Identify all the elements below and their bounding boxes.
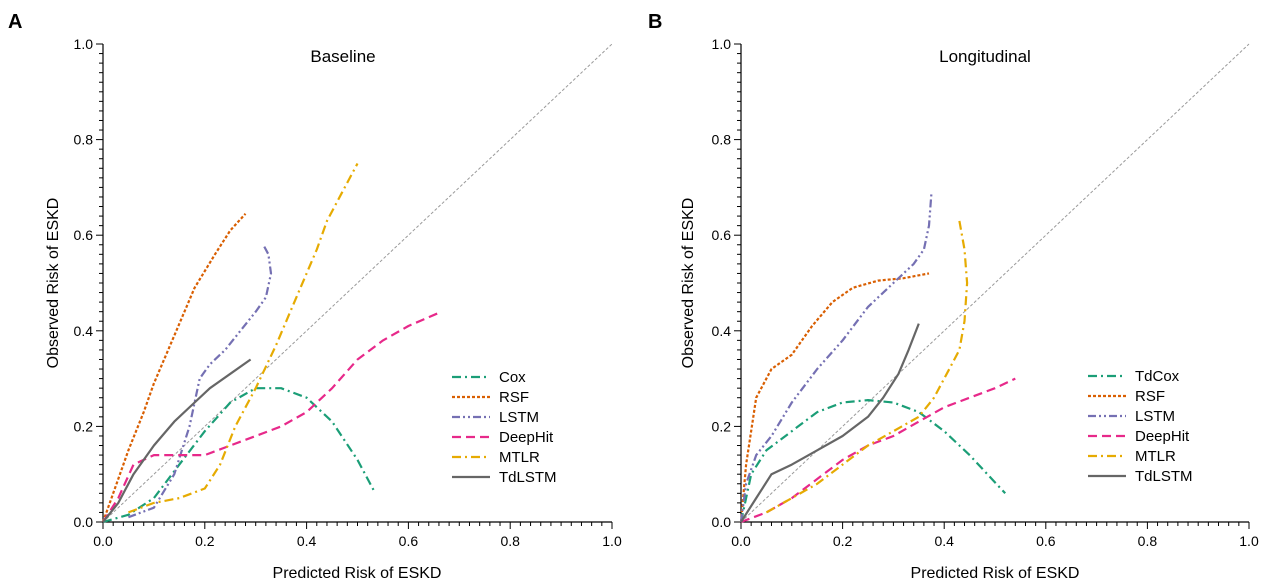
panel-b-legend-label-deephit: DeepHit [1135,428,1190,445]
panel-a-legend-label-tdlstm: TdLSTM [499,469,557,486]
panel-b-series-tdlstm [740,323,920,523]
panel-b-series-mtlr [765,220,969,514]
panel-b-x-tick-label: 0.0 [731,533,751,549]
panel-a-title: Baseline [310,47,375,66]
panel-b-y-tick-label: 0.6 [712,227,732,243]
panel-b-legend-label-lstm: LSTM [1135,408,1175,425]
panel-b-y-tick-label: 1.0 [712,36,732,52]
panel-b-x-tick-label: 0.4 [934,533,954,549]
panel-a-x-tick-label: 0.4 [297,533,317,549]
panel-a-x-tick-label: 0.0 [93,533,113,549]
panel-a-y-tick-label: 1.0 [74,36,94,52]
panel-b-diagonal-reference-line [740,43,1250,523]
panel-b-x-tick-label: 0.8 [1138,533,1158,549]
panel-a-diagonal-reference-line [102,43,613,523]
panel-b-legend-label-mtlr: MTLR [1135,448,1176,465]
panel-b-y-tick-label: 0.8 [712,132,732,148]
panel-b-y-tick-label: 0.4 [712,323,732,339]
panel-a-series-cox [102,387,377,524]
panel-a-letter: A [8,11,22,33]
panel-b-x-axis-label: Predicted Risk of ESKD [911,565,1080,582]
panel-a-legend-label-rsf: RSF [499,389,529,406]
panel-a-legend-label-deephit: DeepHit [499,429,554,446]
panel-b-legend-label-tdlstm: TdLSTM [1135,468,1193,485]
panel-a-y-tick-label: 0.6 [74,227,94,243]
panel-b-legend-label-rsf: RSF [1135,388,1165,405]
panel-a: A Baseline Predicted Risk of ESKD Observ… [8,11,622,582]
panel-a-x-axis-label: Predicted Risk of ESKD [273,565,442,582]
panel-b-series-deephit [740,377,1016,524]
panel-a-y-tick-label: 0.2 [74,418,94,434]
panel-a-y-tick-label: 0.8 [74,132,94,148]
panel-b: B Longitudinal Predicted Risk of ESKD Ob… [648,11,1259,582]
panel-a-series-tdlstm [102,358,252,523]
panel-b-x-tick-label: 1.0 [1239,533,1259,549]
panel-a-y-tick-label: 0.4 [74,323,94,339]
panel-a-y-tick-label: 0.0 [74,514,94,530]
panel-a-x-tick-label: 0.2 [195,533,215,549]
panel-a-legend-label-cox: Cox [499,369,526,386]
panel-a-legend-label-lstm: LSTM [499,409,539,426]
panel-b-series-rsf [739,272,930,523]
panel-a-series-lstm [128,244,273,519]
panel-a-y-axis-label: Observed Risk of ESKD [45,198,62,369]
panel-b-legend-label-tdcox: TdCox [1135,368,1180,385]
panel-b-letter: B [648,11,662,33]
panel-a-x-tick-label: 0.6 [399,533,419,549]
panel-a-x-tick-label: 0.8 [500,533,520,549]
panel-b-x-tick-label: 0.6 [1036,533,1056,549]
panel-b-y-axis-label: Observed Risk of ESKD [680,198,697,369]
panel-a-legend-label-mtlr: MTLR [499,449,540,466]
panel-b-title: Longitudinal [939,47,1031,66]
panel-b-y-tick-label: 0.2 [712,418,732,434]
panel-a-x-tick-label: 1.0 [602,533,622,549]
panel-b-y-tick-label: 0.0 [712,514,732,530]
panel-b-series-lstm [739,192,933,523]
panel-b-x-tick-label: 0.2 [833,533,853,549]
panel-a-series-mtlr [128,162,359,514]
panel-a-series-deephit [102,310,442,523]
